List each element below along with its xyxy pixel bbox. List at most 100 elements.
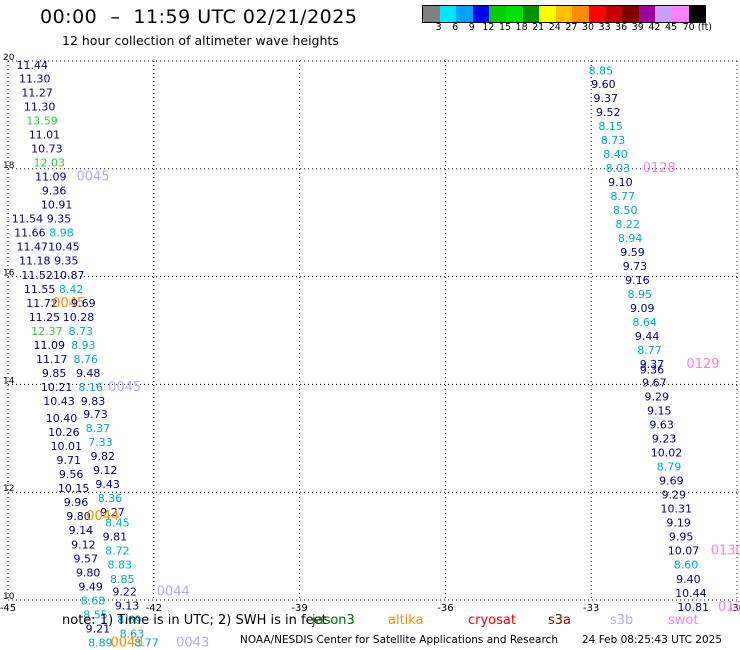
page-subtitle: 12 hour collection of altimeter wave hei…: [62, 33, 339, 48]
time-label: 0044: [157, 585, 190, 600]
wave-height-value: 8.68: [81, 594, 106, 607]
wave-height-value: 8.50: [613, 204, 638, 217]
legend-swatch: [655, 6, 672, 22]
page-title: 00:00 – 11:59 UTC 02/21/2025: [40, 6, 358, 28]
satellite-label: swot: [668, 613, 699, 628]
wave-height-value: 9.16: [625, 274, 650, 287]
wave-height-value: 8.16: [78, 381, 103, 394]
wave-height-value: 8.85: [110, 573, 135, 586]
legend-label: 39: [631, 22, 644, 33]
wave-height-value: 10.87: [53, 269, 85, 282]
wave-height-value: 8.83: [108, 559, 133, 572]
x-tick-label: -39: [291, 603, 307, 614]
graticule: [7, 60, 738, 601]
wave-height-value: 9.44: [635, 330, 660, 343]
wave-height-value: 13.59: [26, 115, 58, 128]
legend-label: 24: [548, 22, 561, 33]
y-tick-label: 12: [3, 484, 14, 494]
time-label: 0043: [176, 635, 209, 650]
time-label: 0045: [52, 296, 85, 311]
wave-height-value: 9.37: [640, 358, 665, 371]
legend-swatch: [539, 6, 556, 22]
wave-height-value: 9.81: [103, 531, 128, 544]
wave-height-value: 10.81: [678, 601, 710, 614]
satellite-label: s3b: [610, 613, 634, 628]
wave-height-value: 8.45: [105, 517, 130, 530]
time-label: 0043: [111, 635, 144, 650]
wave-height-value: 9.19: [666, 517, 691, 530]
wave-height-value: 9.73: [83, 408, 108, 421]
wave-height-value: 8.76: [74, 353, 99, 366]
wave-height-value: 8.60: [674, 559, 699, 572]
satellite-label: jason3: [312, 613, 355, 628]
wave-height-value: 8.40: [603, 148, 628, 161]
wave-height-value: 9.13: [115, 600, 140, 613]
color-legend: [422, 5, 707, 23]
wave-height-value: 8.93: [71, 339, 96, 352]
wave-height-value: 11.52: [21, 269, 53, 282]
wave-height-value: 11.30: [24, 101, 56, 114]
wave-height-value: 11.44: [17, 59, 49, 72]
time-label: 0131: [718, 600, 740, 615]
wave-height-value: 9.23: [652, 433, 677, 446]
wave-height-value: 10.07: [668, 545, 700, 558]
time-label: 0128: [643, 161, 676, 176]
wave-height-value: 11.18: [19, 255, 51, 268]
wave-height-value: 9.35: [47, 213, 72, 226]
wave-height-value: 11.09: [35, 171, 67, 184]
wave-height-value: 8.95: [628, 288, 653, 301]
wave-height-value: 10.43: [43, 395, 75, 408]
wave-height-value: 8.72: [105, 545, 130, 558]
legend-label: 42: [648, 22, 661, 33]
wave-height-value: 9.80: [66, 510, 91, 523]
wave-height-value: 11.47: [17, 241, 49, 254]
wave-height-value: 8.79: [657, 461, 682, 474]
wave-height-value: 8.98: [49, 227, 74, 240]
wave-height-value: 9.95: [669, 531, 694, 544]
wave-height-value: 9.57: [74, 552, 99, 565]
legend-label: 30: [581, 22, 595, 33]
time-label: 0045: [77, 170, 110, 185]
wave-height-value: 7.33: [88, 436, 113, 449]
wave-height-value: 9.60: [591, 78, 616, 91]
legend-swatch: [472, 6, 490, 22]
satellite-label: altika: [388, 613, 424, 628]
legend-label: 15: [498, 22, 512, 33]
legend-label: 70 (ft): [682, 22, 713, 33]
legend-swatch: [671, 6, 689, 22]
x-tick-label: -30: [729, 603, 740, 614]
wave-height-value: 8.89: [88, 636, 113, 649]
credit-line: NOAA/NESDIS Center for Satellite Applica…: [240, 634, 558, 646]
wave-height-value: 11.30: [19, 73, 51, 86]
wave-height-value: 8.15: [598, 120, 623, 133]
legend-swatch: [588, 6, 606, 22]
wave-height-value: 8.36: [98, 492, 123, 505]
wave-height-value: 9.21: [86, 622, 111, 635]
wave-height-value: 8.22: [615, 218, 640, 231]
legend-label: 6: [452, 22, 459, 33]
legend-swatch: [688, 6, 706, 22]
wave-height-value: 8.73: [69, 325, 94, 338]
y-tick-label: 20: [3, 53, 15, 63]
x-tick-label: -36: [437, 603, 453, 614]
wave-height-value: 10.44: [675, 587, 707, 600]
wave-height-value: 10.02: [651, 447, 683, 460]
wave-height-value: 12.03: [34, 157, 66, 170]
legend-label: 36: [615, 22, 628, 33]
wave-height-value: 9.69: [659, 475, 684, 488]
wave-height-value: 11.72: [26, 297, 58, 310]
legend-label: 45: [664, 22, 678, 33]
wave-height-value: 9.43: [95, 478, 120, 491]
wave-height-value: 8.85: [589, 64, 614, 77]
footnote: note: 1) Time is in UTC; 2) SWH is in fe…: [62, 613, 327, 628]
time-label: 0045: [108, 380, 141, 395]
y-tick-label: 18: [3, 161, 15, 171]
x-tick-label: -33: [583, 603, 599, 614]
wave-height-value: 9.56: [59, 468, 84, 481]
wave-height-value: 9.85: [42, 367, 67, 380]
legend-swatch: [456, 6, 473, 22]
wave-height-value: 11.25: [29, 311, 61, 324]
legend-label: 33: [598, 22, 611, 33]
wave-height-value: 10.40: [46, 412, 78, 425]
legend-swatch: [572, 6, 589, 22]
